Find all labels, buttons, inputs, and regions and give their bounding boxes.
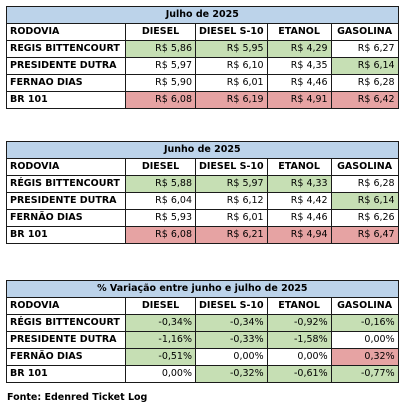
col-header-etanol: ETANOL <box>266 23 332 41</box>
col-header-etanol: ETANOL <box>266 158 332 176</box>
row-name: RÉGIS BITTENCOURT <box>6 175 126 193</box>
col-header-rodovia: RODOVIA <box>6 297 126 315</box>
table-row: PRESIDENTE DUTRA R$ 5,97 R$ 6,10 R$ 4,35… <box>6 57 399 75</box>
value-cell: R$ 4,42 <box>266 192 332 210</box>
col-header-diesel: DIESEL <box>125 158 196 176</box>
col-header-diesel: DIESEL <box>125 23 196 41</box>
value-cell: -0,16% <box>330 314 399 332</box>
value-cell: -0,61% <box>266 365 332 383</box>
table-row: BR 101 R$ 6,08 R$ 6,19 R$ 4,91 R$ 6,42 <box>6 91 399 109</box>
col-header-rodovia: RODOVIA <box>6 158 126 176</box>
value-cell: R$ 5,97 <box>125 57 196 75</box>
row-name: REGIS BITTENCOURT <box>6 40 126 58</box>
row-name: PRESIDENTE DUTRA <box>6 331 126 349</box>
value-cell: R$ 5,93 <box>125 209 196 227</box>
value-cell: R$ 6,10 <box>195 57 268 75</box>
value-cell: -0,51% <box>125 348 196 366</box>
value-cell: -0,34% <box>125 314 196 332</box>
col-header-diesel: DIESEL <box>125 297 196 315</box>
row-name: BR 101 <box>6 226 126 244</box>
value-cell: -0,32% <box>195 365 268 383</box>
value-cell: R$ 4,94 <box>266 226 332 244</box>
value-cell: 0,00% <box>195 348 268 366</box>
value-cell: R$ 6,47 <box>330 226 399 244</box>
value-cell: R$ 4,91 <box>266 91 332 109</box>
value-cell: -1,16% <box>125 331 196 349</box>
value-cell: R$ 6,14 <box>330 57 399 75</box>
table-title: Julho de 2025 <box>6 6 399 24</box>
value-cell: R$ 5,88 <box>125 175 196 193</box>
table-title: Junho de 2025 <box>6 141 399 159</box>
value-cell: R$ 6,01 <box>195 74 268 92</box>
row-name: BR 101 <box>6 91 126 109</box>
table-row: BR 101 0,00% -0,32% -0,61% -0,77% <box>6 365 399 383</box>
table-row: RÉGIS BITTENCOURT -0,34% -0,34% -0,92% -… <box>6 314 399 332</box>
table-row: BR 101 R$ 6,08 R$ 6,21 R$ 4,94 R$ 6,47 <box>6 226 399 244</box>
value-cell: R$ 5,86 <box>125 40 196 58</box>
value-cell: R$ 4,33 <box>266 175 332 193</box>
value-cell: R$ 6,28 <box>330 74 399 92</box>
table-row: FERNÃO DIAS R$ 5,93 R$ 6,01 R$ 4,46 R$ 6… <box>6 209 399 227</box>
header-row: RODOVIA DIESEL DIESEL S-10 ETANOL GASOLI… <box>6 23 399 41</box>
value-cell: R$ 6,26 <box>330 209 399 227</box>
table-row: PRESIDENTE DUTRA -1,16% -0,33% -1,58% 0,… <box>6 331 399 349</box>
row-name: BR 101 <box>6 365 126 383</box>
table-title: % Variação entre junho e julho de 2025 <box>6 280 399 298</box>
value-cell: R$ 6,21 <box>195 226 268 244</box>
table-row: PRESIDENTE DUTRA R$ 6,04 R$ 6,12 R$ 4,42… <box>6 192 399 210</box>
col-header-gasolina: GASOLINA <box>330 297 399 315</box>
value-cell: R$ 4,29 <box>266 40 332 58</box>
row-name: RÉGIS BITTENCOURT <box>6 314 126 332</box>
table-row: REGIS BITTENCOURT R$ 5,86 R$ 5,95 R$ 4,2… <box>6 40 399 58</box>
col-header-etanol: ETANOL <box>266 297 332 315</box>
table-junho-2025: Junho de 2025 RODOVIA DIESEL DIESEL S-10… <box>6 141 399 244</box>
value-cell: R$ 5,90 <box>125 74 196 92</box>
table-julho-2025: Julho de 2025 RODOVIA DIESEL DIESEL S-10… <box>6 6 399 109</box>
value-cell: R$ 6,01 <box>195 209 268 227</box>
value-cell: R$ 5,95 <box>195 40 268 58</box>
value-cell: 0,32% <box>330 348 399 366</box>
value-cell: R$ 6,08 <box>125 226 196 244</box>
value-cell: 0,00% <box>330 331 399 349</box>
value-cell: R$ 6,08 <box>125 91 196 109</box>
col-header-rodovia: RODOVIA <box>6 23 126 41</box>
table-row: FERNAO DIAS R$ 5,90 R$ 6,01 R$ 4,46 R$ 6… <box>6 74 399 92</box>
table-row: RÉGIS BITTENCOURT R$ 5,88 R$ 5,97 R$ 4,3… <box>6 175 399 193</box>
header-row: RODOVIA DIESEL DIESEL S-10 ETANOL GASOLI… <box>6 297 399 315</box>
value-cell: R$ 6,19 <box>195 91 268 109</box>
value-cell: -1,58% <box>266 331 332 349</box>
value-cell: R$ 4,46 <box>266 74 332 92</box>
row-name: PRESIDENTE DUTRA <box>6 57 126 75</box>
value-cell: -0,34% <box>195 314 268 332</box>
value-cell: -0,77% <box>330 365 399 383</box>
header-row: RODOVIA DIESEL DIESEL S-10 ETANOL GASOLI… <box>6 158 399 176</box>
value-cell: R$ 4,35 <box>266 57 332 75</box>
source-note: Fonte: Edenred Ticket Log <box>7 392 148 403</box>
col-header-gasolina: GASOLINA <box>330 158 399 176</box>
col-header-gasolina: GASOLINA <box>330 23 399 41</box>
value-cell: 0,00% <box>125 365 196 383</box>
table-row: FERNÃO DIAS -0,51% 0,00% 0,00% 0,32% <box>6 348 399 366</box>
col-header-diesel-s10: DIESEL S-10 <box>195 158 268 176</box>
value-cell: R$ 6,42 <box>330 91 399 109</box>
table-variacao: % Variação entre junho e julho de 2025 R… <box>6 280 399 383</box>
value-cell: R$ 6,27 <box>330 40 399 58</box>
value-cell: R$ 6,12 <box>195 192 268 210</box>
col-header-diesel-s10: DIESEL S-10 <box>195 23 268 41</box>
value-cell: R$ 4,46 <box>266 209 332 227</box>
value-cell: -0,33% <box>195 331 268 349</box>
value-cell: -0,92% <box>266 314 332 332</box>
value-cell: R$ 6,14 <box>330 192 399 210</box>
row-name: PRESIDENTE DUTRA <box>6 192 126 210</box>
value-cell: R$ 6,04 <box>125 192 196 210</box>
row-name: FERNÃO DIAS <box>6 348 126 366</box>
row-name: FERNÃO DIAS <box>6 209 126 227</box>
value-cell: 0,00% <box>266 348 332 366</box>
row-name: FERNAO DIAS <box>6 74 126 92</box>
col-header-diesel-s10: DIESEL S-10 <box>195 297 268 315</box>
value-cell: R$ 6,28 <box>330 175 399 193</box>
value-cell: R$ 5,97 <box>195 175 268 193</box>
